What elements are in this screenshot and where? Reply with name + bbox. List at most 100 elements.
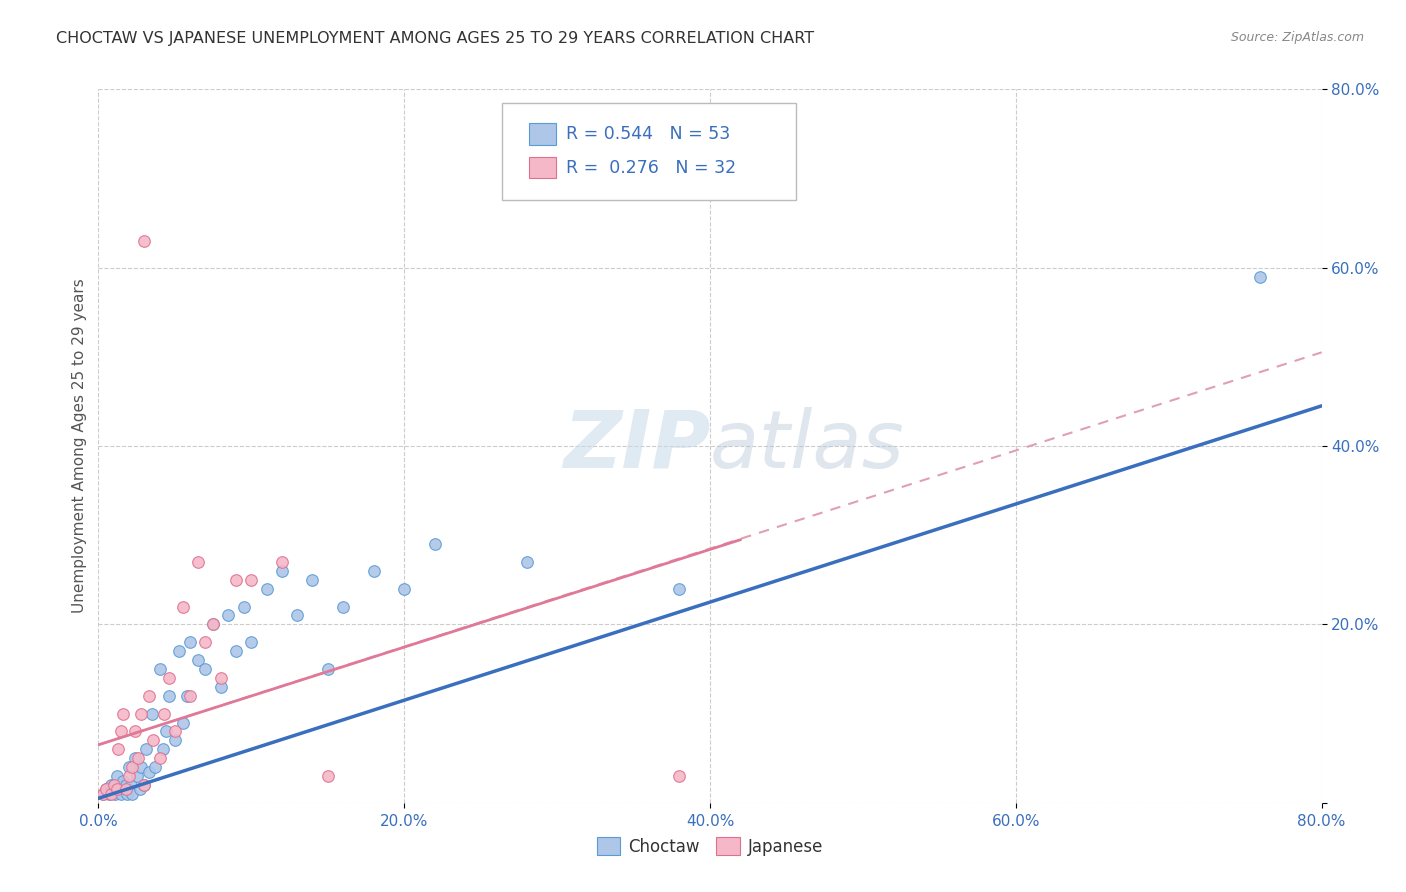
Point bbox=[94, 782, 117, 797]
Text: 0.0%: 0.0% bbox=[79, 814, 118, 829]
Point bbox=[110, 787, 132, 801]
Point bbox=[668, 769, 690, 783]
Point bbox=[149, 751, 172, 765]
Point bbox=[240, 635, 263, 649]
Point bbox=[332, 599, 354, 614]
Point bbox=[423, 537, 446, 551]
Point bbox=[225, 644, 247, 658]
Point bbox=[157, 671, 180, 685]
Point bbox=[209, 680, 232, 694]
Point bbox=[179, 689, 201, 703]
Point bbox=[91, 787, 114, 801]
Point bbox=[104, 787, 127, 801]
Point bbox=[115, 778, 138, 792]
Point bbox=[172, 715, 194, 730]
Point bbox=[142, 733, 165, 747]
Point bbox=[1249, 269, 1271, 284]
Point bbox=[163, 724, 186, 739]
Point bbox=[301, 573, 323, 587]
Point bbox=[105, 782, 128, 797]
Point bbox=[121, 787, 143, 801]
Point bbox=[285, 608, 308, 623]
Point bbox=[169, 644, 191, 658]
Text: atlas: atlas bbox=[710, 407, 905, 485]
Point bbox=[127, 751, 149, 765]
Text: 20.0%: 20.0% bbox=[380, 814, 429, 829]
Point bbox=[134, 778, 156, 792]
Point bbox=[202, 617, 225, 632]
Point bbox=[153, 706, 176, 721]
Point bbox=[129, 760, 152, 774]
Point bbox=[138, 689, 160, 703]
Point bbox=[138, 764, 160, 779]
Text: 80.0%: 80.0% bbox=[1298, 814, 1346, 829]
Point bbox=[129, 706, 152, 721]
Point bbox=[194, 635, 217, 649]
Point bbox=[103, 778, 125, 792]
Point bbox=[176, 689, 198, 703]
Point bbox=[157, 689, 180, 703]
Point bbox=[100, 787, 122, 801]
Point bbox=[117, 787, 139, 801]
Point bbox=[270, 555, 292, 569]
Point bbox=[256, 582, 278, 596]
Point bbox=[202, 617, 225, 632]
Point bbox=[209, 671, 232, 685]
Point bbox=[103, 778, 125, 792]
Point bbox=[125, 769, 148, 783]
Point bbox=[187, 555, 209, 569]
Point bbox=[194, 662, 217, 676]
Point bbox=[392, 582, 416, 596]
Point bbox=[105, 769, 128, 783]
Point bbox=[134, 234, 156, 248]
Point bbox=[240, 573, 263, 587]
Y-axis label: Unemployment Among Ages 25 to 29 years: Unemployment Among Ages 25 to 29 years bbox=[72, 278, 87, 614]
Text: 60.0%: 60.0% bbox=[991, 814, 1040, 829]
Point bbox=[120, 778, 142, 792]
Text: ZIP: ZIP bbox=[562, 407, 710, 485]
Point bbox=[232, 599, 254, 614]
Point bbox=[100, 778, 122, 792]
Point bbox=[111, 773, 134, 788]
Text: 40.0%: 40.0% bbox=[686, 814, 734, 829]
Point bbox=[270, 564, 292, 578]
Point bbox=[141, 706, 163, 721]
Point bbox=[363, 564, 385, 578]
Point bbox=[172, 599, 194, 614]
Point bbox=[91, 787, 114, 801]
Text: R =  0.276   N = 32: R = 0.276 N = 32 bbox=[565, 159, 735, 177]
Point bbox=[668, 582, 690, 596]
Text: Source: ZipAtlas.com: Source: ZipAtlas.com bbox=[1230, 31, 1364, 45]
Point bbox=[128, 782, 150, 797]
FancyBboxPatch shape bbox=[529, 157, 555, 178]
Point bbox=[111, 706, 134, 721]
Point bbox=[152, 742, 174, 756]
Point bbox=[225, 573, 247, 587]
Point bbox=[316, 769, 339, 783]
FancyBboxPatch shape bbox=[529, 123, 555, 145]
Point bbox=[163, 733, 186, 747]
Point bbox=[155, 724, 177, 739]
Point bbox=[124, 724, 146, 739]
Point bbox=[94, 782, 117, 797]
Point bbox=[121, 760, 143, 774]
FancyBboxPatch shape bbox=[502, 103, 796, 200]
Point bbox=[115, 782, 138, 797]
Point bbox=[143, 760, 166, 774]
Point bbox=[179, 635, 201, 649]
Point bbox=[516, 555, 538, 569]
Point bbox=[316, 662, 339, 676]
Point bbox=[98, 787, 121, 801]
Text: R = 0.544   N = 53: R = 0.544 N = 53 bbox=[565, 125, 730, 143]
Point bbox=[217, 608, 239, 623]
Point bbox=[107, 782, 129, 797]
Point bbox=[135, 742, 157, 756]
Point bbox=[187, 653, 209, 667]
Point bbox=[134, 778, 156, 792]
Text: CHOCTAW VS JAPANESE UNEMPLOYMENT AMONG AGES 25 TO 29 YEARS CORRELATION CHART: CHOCTAW VS JAPANESE UNEMPLOYMENT AMONG A… bbox=[56, 31, 814, 46]
Point bbox=[124, 751, 146, 765]
Legend: Choctaw, Japanese: Choctaw, Japanese bbox=[591, 830, 830, 863]
Point bbox=[107, 742, 129, 756]
Point bbox=[110, 724, 132, 739]
Point bbox=[149, 662, 172, 676]
